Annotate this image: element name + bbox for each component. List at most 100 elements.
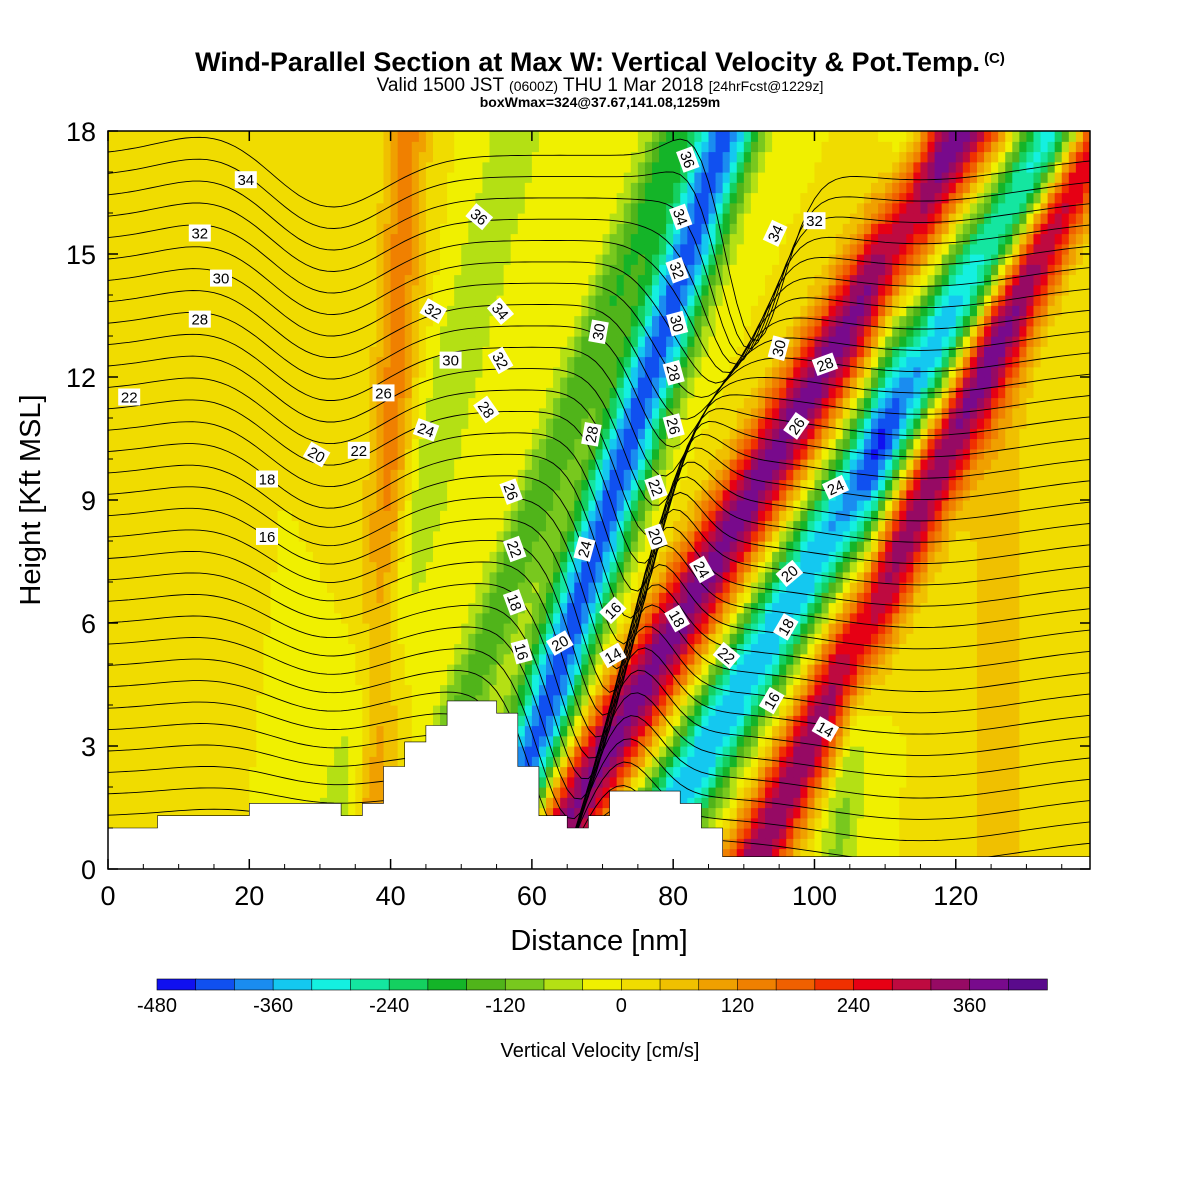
w-cell <box>369 582 378 593</box>
w-cell <box>581 561 589 573</box>
w-cell <box>164 551 173 563</box>
w-cell <box>404 530 413 542</box>
w-cell <box>327 684 335 696</box>
w-cell <box>192 530 201 542</box>
w-cell <box>235 500 243 511</box>
w-cell <box>178 561 187 573</box>
w-cell <box>772 602 780 614</box>
w-cell <box>948 520 957 532</box>
w-cell <box>355 530 363 542</box>
w-cell <box>108 571 116 583</box>
w-cell <box>934 817 943 829</box>
w-cell <box>171 725 180 737</box>
w-cell <box>807 828 816 839</box>
w-cell <box>821 746 830 757</box>
w-cell <box>786 756 794 768</box>
w-cell <box>765 715 773 727</box>
w-cell <box>129 561 137 573</box>
w-cell <box>708 817 717 829</box>
w-cell <box>772 828 780 839</box>
w-cell <box>913 746 922 757</box>
w-cell <box>976 561 985 573</box>
w-cell <box>630 756 639 768</box>
w-cell <box>969 664 978 675</box>
w-cell <box>454 602 462 614</box>
w-cell <box>277 735 286 747</box>
w-cell <box>560 551 568 563</box>
w-cell <box>920 664 929 675</box>
w-cell <box>588 500 597 511</box>
w-cell <box>1061 561 1070 573</box>
w-cell <box>581 623 589 634</box>
w-cell <box>863 500 872 511</box>
w-cell <box>807 612 816 624</box>
w-cell <box>800 551 809 563</box>
w-cell <box>468 500 476 511</box>
w-cell <box>786 766 794 778</box>
w-cell <box>1005 828 1013 839</box>
w-cell <box>454 633 462 645</box>
w-cell <box>560 520 568 532</box>
w-cell <box>616 520 625 532</box>
w-cell <box>687 541 695 552</box>
w-cell <box>899 828 907 839</box>
w-cell <box>892 561 900 573</box>
w-cell <box>984 653 992 665</box>
w-cell <box>228 684 236 696</box>
w-cell <box>206 500 215 511</box>
w-cell <box>524 674 533 686</box>
w-cell <box>108 807 116 819</box>
w-cell <box>736 694 745 706</box>
w-cell <box>807 541 816 552</box>
w-cell <box>800 664 809 675</box>
w-cell <box>362 787 370 798</box>
w-cell <box>623 582 632 593</box>
w-cell <box>418 561 427 573</box>
w-cell <box>341 520 349 532</box>
w-cell <box>955 643 964 655</box>
w-cell <box>362 510 370 522</box>
w-cell <box>538 602 547 614</box>
w-cell <box>270 571 279 583</box>
w-cell <box>736 561 745 573</box>
w-cell <box>482 561 491 573</box>
w-cell <box>546 746 554 757</box>
w-cell <box>814 561 823 573</box>
w-cell <box>1054 510 1063 522</box>
w-cell <box>842 582 851 593</box>
w-cell <box>143 582 151 593</box>
w-cell <box>305 725 314 737</box>
w-cell <box>298 551 307 563</box>
w-cell <box>885 756 893 768</box>
w-cell <box>722 541 731 552</box>
w-cell <box>362 694 370 706</box>
w-cell <box>934 776 943 788</box>
w-cell <box>870 530 879 542</box>
w-cell <box>870 715 879 727</box>
w-cell <box>574 725 582 737</box>
w-cell <box>164 674 173 686</box>
w-cell <box>390 500 399 511</box>
w-cell <box>892 643 900 655</box>
w-cell <box>115 623 123 634</box>
w-cell <box>913 807 922 819</box>
w-cell <box>1075 623 1084 634</box>
w-cell <box>432 694 441 706</box>
w-cell <box>1040 510 1049 522</box>
w-cell <box>581 510 589 522</box>
w-cell <box>228 582 236 593</box>
w-cell <box>129 643 137 655</box>
w-cell <box>602 766 611 778</box>
w-cell <box>885 551 893 563</box>
w-cell <box>863 602 872 614</box>
w-cell <box>786 725 794 737</box>
w-cell <box>630 674 639 686</box>
w-cell <box>1033 664 1042 675</box>
w-cell <box>199 694 208 706</box>
w-cell <box>1033 807 1042 819</box>
w-cell <box>1068 592 1077 604</box>
w-cell <box>122 664 130 675</box>
w-cell <box>637 725 646 737</box>
w-cell <box>440 510 448 522</box>
w-cell <box>213 756 222 768</box>
